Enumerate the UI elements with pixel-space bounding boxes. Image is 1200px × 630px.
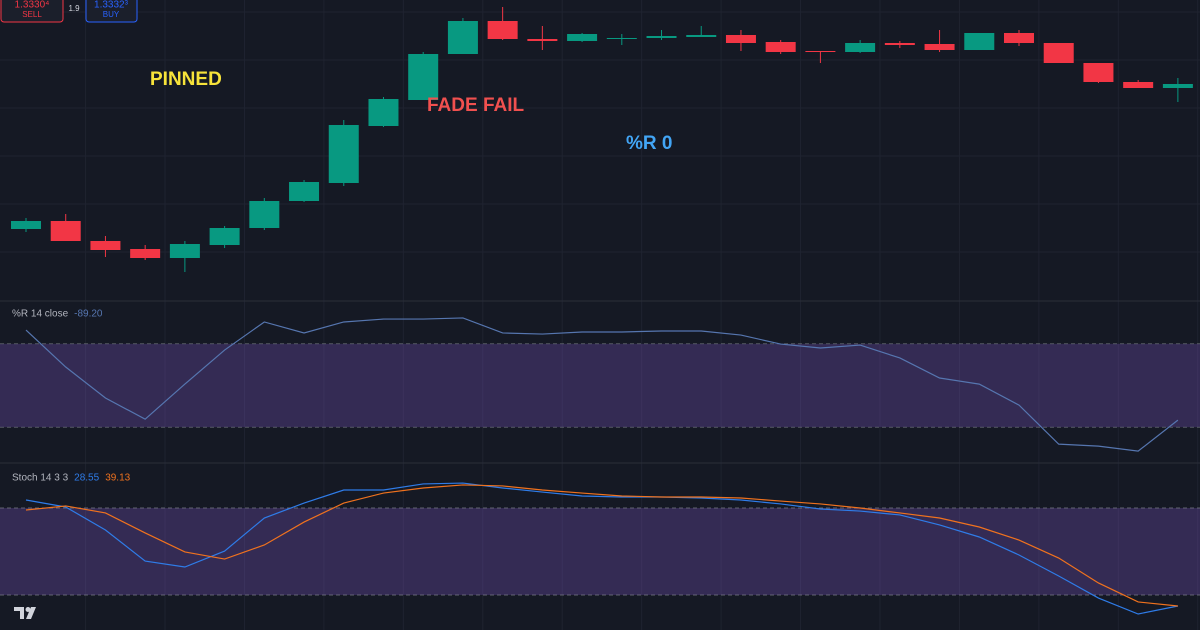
candle-body (606, 38, 637, 39)
spread: 1.9 (68, 4, 80, 13)
indicator-title: %R 14 close (12, 309, 69, 320)
candle-body (646, 36, 677, 38)
annotation: PINNED (150, 69, 222, 90)
candle-body (169, 244, 200, 258)
candle-body (209, 228, 240, 245)
candle-body (487, 21, 518, 39)
indicator-readout: 28.55 (74, 473, 99, 484)
band-fill (0, 343, 1200, 428)
candle-body (447, 21, 478, 54)
candle-body (1162, 84, 1193, 88)
candle-body (90, 241, 121, 250)
indicator-title: Stoch 14 3 3 (12, 473, 69, 484)
indicator-line (25, 482, 1178, 615)
candle-body (567, 34, 598, 41)
candle-body (686, 35, 717, 37)
candle-body (1004, 33, 1034, 43)
candle-body (130, 249, 161, 258)
logo (14, 607, 36, 619)
candle-body (408, 54, 439, 100)
buy-label: BUY (103, 10, 120, 19)
logo-part (26, 607, 36, 619)
candle-body (725, 35, 756, 43)
logo-part (14, 607, 24, 619)
candle-body (249, 201, 280, 228)
sell-button[interactable] (0, 0, 64, 23)
indicator-line (25, 317, 1179, 452)
candle-body (289, 182, 320, 201)
sell-price: 1.3330⁴ (15, 0, 50, 11)
candle-body (1123, 82, 1154, 88)
annotation: %R 0 (626, 133, 672, 154)
candle-body (1083, 63, 1114, 82)
logo-part (25, 607, 31, 612)
buy-button[interactable] (85, 0, 138, 23)
candle-body (924, 44, 955, 50)
candle-body (1043, 43, 1074, 63)
candle-body (368, 99, 399, 126)
candle-body (527, 39, 558, 41)
candle-body (964, 33, 995, 50)
candle-body (845, 43, 876, 52)
band-fill (0, 508, 1200, 595)
candle-body (328, 125, 359, 183)
buy-price: 1.3332³ (94, 0, 129, 11)
candle-body (884, 43, 915, 45)
candle-body (765, 42, 796, 52)
sell-label: SELL (22, 10, 42, 19)
candle-body (50, 221, 81, 241)
indicator-readout: -89.20 (74, 309, 103, 320)
annotation: FADE FAIL (427, 95, 525, 116)
trade-widget: 1.3330⁴ SELL 1.9 1.3332³ BUY (0, 0, 138, 23)
candle-body (805, 51, 836, 52)
indicator-line (25, 484, 1178, 607)
candle-body (11, 221, 41, 229)
indicator-readout: 39.13 (105, 473, 130, 484)
